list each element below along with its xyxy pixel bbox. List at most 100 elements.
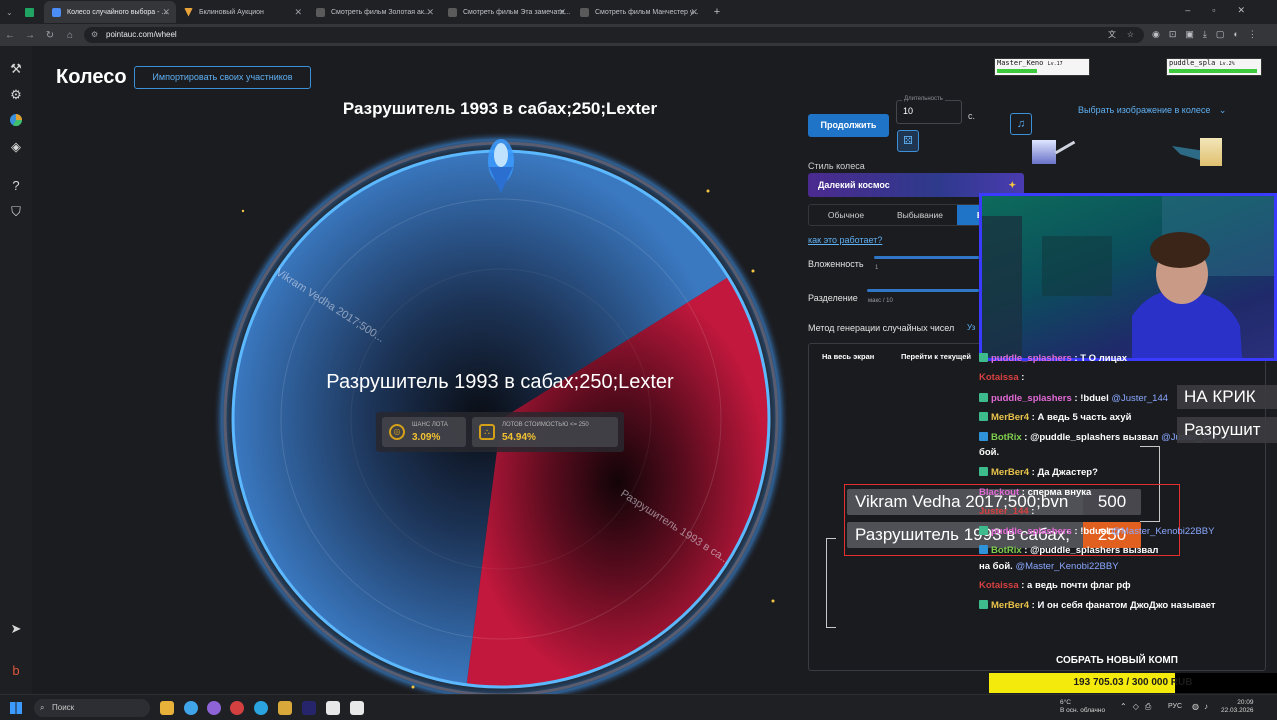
obs-icon[interactable] [326, 701, 340, 715]
search-icon: ⌕ [40, 703, 45, 712]
language-indicator[interactable]: РУС [1168, 703, 1183, 710]
tab-wheel[interactable]: Колесо случайного выбора - ... ✕ [44, 1, 176, 23]
dice-icon[interactable]: ⚄ [897, 130, 919, 152]
file-explorer-icon[interactable] [160, 701, 174, 715]
chat-username: Kotaissa [979, 372, 1019, 383]
chrome-icon[interactable] [184, 701, 198, 715]
tab-movie-1[interactable]: Смотреть фильм Золотая ак... ✕ [308, 1, 440, 23]
extensions-icons[interactable]: ◉⊡▣⤓▢◐⋮ [1152, 29, 1266, 39]
tab-search-icon[interactable]: ⌄ [6, 7, 13, 17]
continue-button[interactable]: Продолжить [808, 114, 889, 137]
chat-text: : !bduel [1071, 393, 1112, 404]
chat-text: : [1018, 372, 1025, 383]
home-icon[interactable]: ⌂ [66, 29, 74, 41]
close-tab-icon[interactable]: ✕ [162, 6, 170, 17]
chat-badge-icon [979, 526, 988, 535]
donation-goal-title: СОБРАТЬ НОВЫЙ КОМП [1056, 655, 1178, 666]
chat-message: BotRix : @puddle_splashers вызвал [979, 545, 1158, 556]
close-window-icon[interactable]: ✕ [1237, 5, 1267, 15]
boosty-icon[interactable]: b [12, 663, 20, 678]
url-text: pointauc.com/wheel [106, 30, 177, 39]
tab-elimination[interactable]: Выбывание [896, 210, 944, 220]
obs-icon-2[interactable] [350, 701, 364, 715]
sheets-icon[interactable] [24, 7, 34, 17]
chat-mention: @Juster_144 [1111, 393, 1169, 404]
nesting-slider[interactable] [874, 256, 979, 259]
date: 22.03.2026 [1221, 707, 1254, 714]
help-icon[interactable]: ? [12, 178, 20, 193]
telegram-icon[interactable]: ➤ [10, 621, 22, 636]
taskbar-search[interactable]: ⌕ Поиск [34, 699, 150, 717]
tab-movie-2[interactable]: Смотреть фильм Эта замечате... ✕ [440, 1, 572, 23]
close-tab-icon[interactable]: ✕ [294, 6, 302, 17]
donation-progress-bar: 193 705.03 / 300 000 RUB [989, 673, 1277, 693]
chat-username: MerBer4 [991, 600, 1030, 611]
page-favicon-icon [448, 7, 457, 17]
choose-image-label: Выбрать изображение в колесе [1078, 105, 1211, 115]
url-field[interactable]: ⚙ pointauc.com/wheel 文 ☆ [84, 27, 1144, 43]
close-tab-icon[interactable]: ✕ [426, 6, 434, 17]
bracket-line-left [826, 538, 836, 628]
music-note-icon[interactable]: ♫ [1010, 113, 1032, 135]
close-tab-icon[interactable]: ✕ [558, 6, 566, 17]
rng-more-link[interactable]: Уз [967, 323, 976, 332]
app-icon-2[interactable] [230, 701, 244, 715]
match-participant-2[interactable]: Разрушитель 1993 в сабах; 250 [847, 522, 1141, 548]
windows-start-icon[interactable] [10, 702, 22, 714]
tab-label: Смотреть фильм Эта замечате... [463, 8, 571, 16]
layers-icon[interactable]: ◈ [11, 139, 21, 154]
clock[interactable]: 20:09 22.03.2026 [1221, 699, 1254, 715]
fullscreen-button[interactable]: На весь экран [822, 352, 875, 361]
chat-message: MerBer4 : А ведь 5 часть ахуй [979, 412, 1131, 423]
app-icon-1[interactable] [207, 701, 221, 715]
shield-icon[interactable]: ⛉ [11, 204, 21, 219]
windows-taskbar: ⌕ Поиск 6°C В осн. облачно ⌃◇⎙ РУС ◍♪ 20… [0, 694, 1277, 720]
chat-text: : Т О лицах [1071, 353, 1128, 364]
split-slider[interactable] [867, 289, 979, 292]
goto-current-button[interactable]: Перейти к текущей [901, 352, 972, 361]
choose-image-dropdown[interactable]: Выбрать изображение в колесе ⌄ [1078, 105, 1226, 116]
reload-icon[interactable]: ↻ [45, 29, 55, 41]
player-1-tag: Master_Keno Lv.17 [994, 58, 1090, 76]
chat-message: puddle_splashers : !bduel @Juster_144 [979, 393, 1168, 404]
import-participants-button[interactable]: Импортировать своих участников [134, 66, 311, 89]
chat-badge-icon [979, 432, 988, 441]
how-it-works-link[interactable]: как это работает? [808, 235, 883, 245]
tray-icons[interactable]: ⌃◇⎙ [1120, 702, 1158, 711]
app-icon-3[interactable] [278, 701, 292, 715]
forward-icon[interactable]: → [25, 29, 35, 41]
telegram-app-icon[interactable] [254, 701, 268, 715]
weather-widget[interactable]: 6°C В осн. облачно [1060, 699, 1105, 715]
close-tab-icon[interactable]: ✕ [690, 6, 698, 17]
tab-strip-controls[interactable]: ⌄ [0, 1, 44, 23]
translate-icon[interactable]: 文 [1108, 30, 1116, 39]
wheel-icon[interactable] [8, 113, 24, 129]
lot-cost-label: ЛОТОВ СТОИМОСТЬЮ <= 250 [502, 422, 589, 428]
chat-text: : Да Джастер? [1029, 467, 1098, 478]
minimize-icon[interactable]: – [1185, 5, 1213, 15]
wheel-style-select[interactable]: Далекий космос ✦ [808, 173, 1024, 197]
new-tab-button[interactable]: + [713, 6, 721, 18]
settings-gear-icon[interactable]: ⚙ [10, 87, 22, 102]
match-participant-1[interactable]: Vikram Vedha 2017;500;bvn 500 [847, 489, 1141, 515]
tab-label: Колесо случайного выбора - ... [67, 8, 168, 16]
donation-progress-fill [989, 673, 1175, 693]
pixel-sword-icon [1054, 140, 1076, 155]
chat-message: Blackout : сперма внука [979, 487, 1091, 498]
site-info-icon[interactable]: ⚙ [91, 30, 99, 39]
tab-movie-3[interactable]: Смотреть фильм Манчестер у... ✕ [572, 1, 704, 23]
tab-normal[interactable]: Обычное [827, 210, 865, 220]
search-placeholder: Поиск [52, 703, 75, 712]
duration-value: 10 [903, 106, 914, 116]
chat-message: Kotaissa : [979, 372, 1024, 383]
bookmark-star-icon[interactable]: ☆ [1126, 30, 1134, 39]
back-icon[interactable]: ← [5, 29, 15, 41]
maximize-icon[interactable]: ▫ [1212, 5, 1238, 15]
network-volume-icons[interactable]: ◍♪ [1192, 702, 1213, 711]
tab-auction[interactable]: Бклиновый Аукцион ✕ [176, 1, 308, 23]
premiere-icon[interactable] [302, 701, 316, 715]
chat-username: Kotaissa [979, 580, 1019, 591]
auction-hammer-icon[interactable]: ⚒ [10, 61, 22, 76]
lot-info-panel: ◎ ШАНС ЛОТА 3.09% ⛬ ЛОТОВ СТОИМОСТЬЮ <= … [376, 412, 624, 452]
chat-username: MerBer4 [991, 412, 1030, 423]
